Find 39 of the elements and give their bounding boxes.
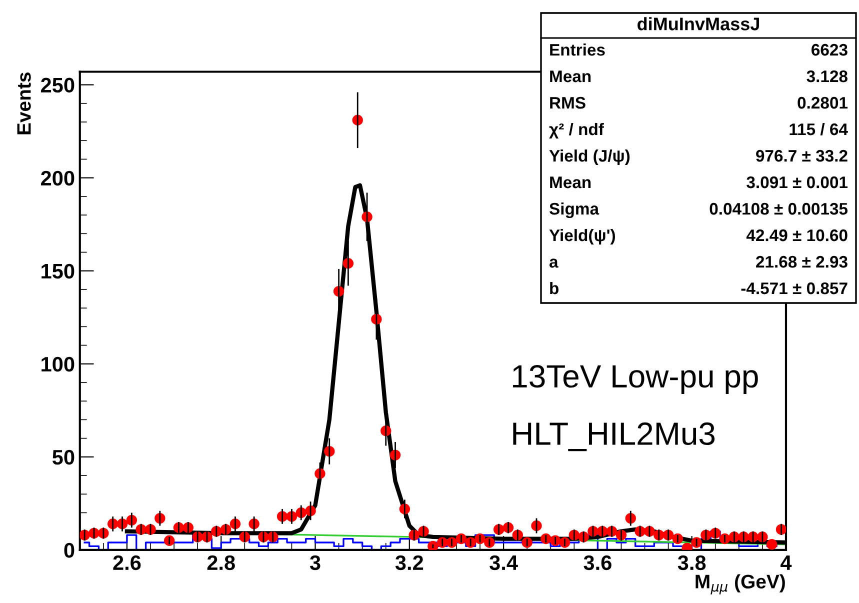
x-tick-label: 4 <box>780 556 792 570</box>
y-tick-label: 250 <box>40 78 74 93</box>
y-tick-label: 50 <box>52 450 74 465</box>
annotation: Sigma <box>549 202 600 218</box>
x-tick-label: 3 <box>310 555 320 570</box>
text: Entries <box>550 43 605 56</box>
text: 6623 <box>812 44 848 56</box>
x-tick-label: 3.8 <box>678 555 706 570</box>
annotation: -4.571 ± 0.857 <box>741 282 848 294</box>
annotation: a <box>549 258 558 268</box>
annotation: Mean <box>550 70 591 82</box>
text: diMuInvMassJ <box>638 17 759 30</box>
text: 115 / 64 <box>790 122 848 136</box>
annotation: 13TeV Low-pu pp <box>513 365 758 394</box>
annotation: 0.04108 ± 0.00135 <box>710 202 848 215</box>
x-tick-label: 3.6 <box>584 555 612 570</box>
annotation: 21.68 ± 2.93 <box>756 256 848 268</box>
y-tick-label: 100 <box>42 356 74 372</box>
y-axis-title: Events <box>17 72 31 134</box>
annotation: 976.7 ± 33.2 <box>756 150 848 162</box>
x-axis-title: M$_{μμ}$ (GeV) <box>696 574 785 594</box>
annotation: Yield(ψ') <box>549 228 615 245</box>
annotation: HLT_HIL2Mu3 <box>513 422 715 452</box>
annotation: 42.49 ± 10.60 <box>746 229 848 242</box>
text: 3.128 <box>806 70 848 82</box>
x-tick-label: 3.4 <box>490 555 518 570</box>
x-tick-label: 2.6 <box>113 555 141 570</box>
annotation: Yield (J/ψ) <box>549 149 630 166</box>
y-tick-label: 200 <box>40 170 74 186</box>
annotation: 3.091 ± 0.001 <box>746 176 848 188</box>
annotation: RMS <box>550 96 586 109</box>
x-tick-label: 2.8 <box>207 555 235 570</box>
annotation: χ² / ndf <box>549 122 604 139</box>
text: 0.2801 <box>798 96 848 109</box>
y-tick-label: 150 <box>42 264 74 279</box>
x-tick-label: 3.2 <box>395 555 424 570</box>
annotation: Mean <box>550 176 591 188</box>
y-tick-label: 0 <box>64 542 74 558</box>
annotation: b <box>550 282 558 294</box>
